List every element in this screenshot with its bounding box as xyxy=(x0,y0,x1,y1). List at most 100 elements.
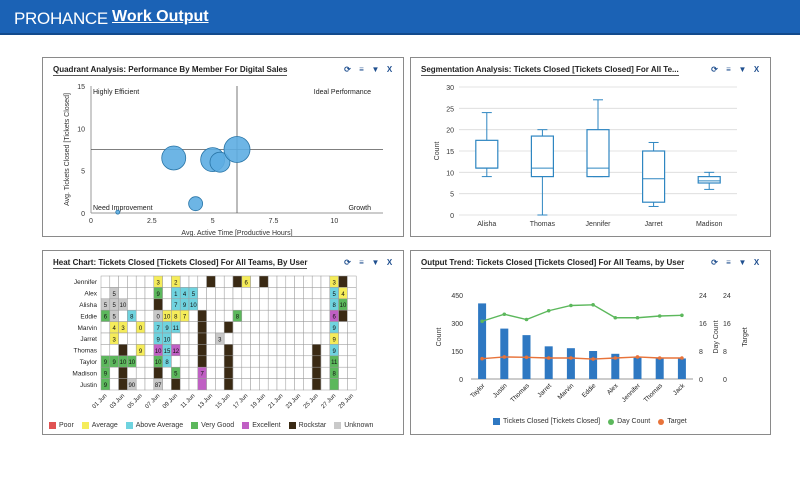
trend-legend-item[interactable]: Day Count xyxy=(608,418,650,425)
prohance-logo[interactable]: PROHANCE xyxy=(14,9,108,28)
quadrant-panel: Quadrant Analysis: Performance By Member… xyxy=(42,57,404,237)
heat-legend-item[interactable]: Above Average xyxy=(125,422,183,429)
close-icon[interactable]: X xyxy=(386,258,393,267)
heat-cell xyxy=(267,298,278,311)
heat-cell-value: 7 xyxy=(201,372,205,378)
heat-cell xyxy=(311,275,322,288)
target-point xyxy=(680,356,684,360)
heat-cell xyxy=(259,309,269,322)
heat-cell xyxy=(285,275,295,288)
heat-cell xyxy=(215,366,225,379)
heat-cell xyxy=(179,366,190,379)
menu-icon[interactable]: ≡ xyxy=(359,65,364,74)
heat-row-label: Eddie xyxy=(80,313,97,320)
heat-cell xyxy=(338,275,348,288)
refresh-icon[interactable]: ⟳ xyxy=(711,258,718,267)
heat-cell xyxy=(250,275,260,288)
trend-bar xyxy=(611,353,620,379)
refresh-icon[interactable]: ⟳ xyxy=(344,258,351,267)
heat-legend-item[interactable]: Rockstar xyxy=(288,422,326,429)
heat-cell xyxy=(276,309,287,322)
x-tick-label: Alex xyxy=(606,382,620,396)
heat-cell-value: 6 xyxy=(104,315,108,321)
heat-cell xyxy=(197,321,207,334)
heat-cell xyxy=(188,378,199,391)
day-count-line xyxy=(481,304,682,322)
heat-cell xyxy=(250,298,260,311)
quadrant-label-ideal-performance: Ideal Performance xyxy=(314,89,371,96)
trend-legend-item[interactable]: Tickets Closed [Tickets Closed] xyxy=(493,418,600,425)
segmentation-panel-title: Segmentation Analysis: Tickets Closed [T… xyxy=(421,65,679,76)
heat-x-tick-label: 05 Jun xyxy=(127,393,144,410)
heat-x-tick-label: 27 Jun xyxy=(320,393,337,410)
heat-legend-item[interactable]: Unknown xyxy=(334,422,373,429)
heat-cell xyxy=(127,366,137,379)
refresh-icon[interactable]: ⟳ xyxy=(711,65,718,74)
heat-cell-value: 9 xyxy=(333,326,337,332)
heat-cell xyxy=(276,366,287,379)
y-tick-label: 150 xyxy=(451,349,463,356)
y2-axis-label: Day Count xyxy=(713,320,720,353)
heat-legend-item[interactable]: Average xyxy=(81,422,118,429)
heat-cell xyxy=(311,378,322,391)
heat-cell xyxy=(135,309,146,322)
x-tick-label: 10 xyxy=(330,218,338,225)
heat-cell xyxy=(320,298,331,311)
heat-cell xyxy=(206,287,216,300)
heat-cell xyxy=(206,344,216,357)
heat-cell-value: 5 xyxy=(104,303,108,309)
close-icon[interactable]: X xyxy=(753,65,760,74)
heat-legend-item[interactable]: Very Good xyxy=(191,422,234,429)
heat-cell xyxy=(215,275,225,288)
trend-legend-item[interactable]: Target xyxy=(658,418,687,425)
y-tick-label: 5 xyxy=(81,169,85,176)
heat-cell-value: 15 xyxy=(164,349,171,355)
filter-icon[interactable]: ▼ xyxy=(738,258,747,267)
day-count-point xyxy=(635,315,640,320)
heat-x-tick-label: 29 Jun xyxy=(338,393,355,410)
y2-tick-label: 8 xyxy=(699,349,703,356)
heat-cell xyxy=(206,332,216,345)
target-point xyxy=(480,356,484,361)
heat-x-tick-label: 17 Jun xyxy=(232,393,249,410)
heat-cell xyxy=(109,275,119,288)
heat-cell xyxy=(135,298,146,311)
heat-cell-value: 9 xyxy=(157,292,161,298)
heat-cell xyxy=(303,332,313,345)
x-tick-label: Taylor xyxy=(469,382,487,400)
y-tick-label: 20 xyxy=(446,128,454,135)
refresh-icon[interactable]: ⟳ xyxy=(344,65,351,74)
close-icon[interactable]: X xyxy=(753,258,760,267)
heat-panel-title: Heat Chart: Tickets Closed [Tickets Clos… xyxy=(53,258,308,269)
menu-icon[interactable]: ≡ xyxy=(359,258,364,267)
filter-icon[interactable]: ▼ xyxy=(371,258,380,267)
heat-row-label: Marvin xyxy=(77,325,97,332)
menu-icon[interactable]: ≡ xyxy=(726,258,731,267)
filter-icon[interactable]: ▼ xyxy=(371,65,380,74)
heat-cell-value: 9 xyxy=(113,360,117,366)
trend-bar xyxy=(677,358,686,379)
heat-cell xyxy=(267,332,278,345)
heat-cell-value: 9 xyxy=(183,303,187,309)
close-icon[interactable]: X xyxy=(386,65,393,74)
heat-cell-value: 9 xyxy=(333,337,337,343)
heat-cell xyxy=(179,321,190,334)
filter-icon[interactable]: ▼ xyxy=(738,65,747,74)
heat-panel: Heat Chart: Tickets Closed [Tickets Clos… xyxy=(42,250,404,435)
heat-legend-item[interactable]: Excellent xyxy=(242,422,281,429)
menu-icon[interactable]: ≡ xyxy=(726,65,731,74)
heat-cell xyxy=(188,309,199,322)
day-count-point xyxy=(524,317,529,322)
x-tick-label: Thomas xyxy=(643,382,665,404)
heat-legend-item[interactable]: Poor xyxy=(49,422,74,429)
heat-cell-value: 2 xyxy=(174,280,178,286)
heat-cell-value: 3 xyxy=(113,337,117,343)
heat-cell xyxy=(223,378,234,391)
heat-cell xyxy=(276,275,287,288)
heat-cell xyxy=(127,344,137,357)
heat-x-tick-label: 23 Jun xyxy=(285,393,302,410)
x-tick-label: Jack xyxy=(672,382,687,397)
target-point xyxy=(657,356,662,360)
heat-cell-value: 8 xyxy=(165,360,169,366)
heat-cell xyxy=(118,378,128,391)
